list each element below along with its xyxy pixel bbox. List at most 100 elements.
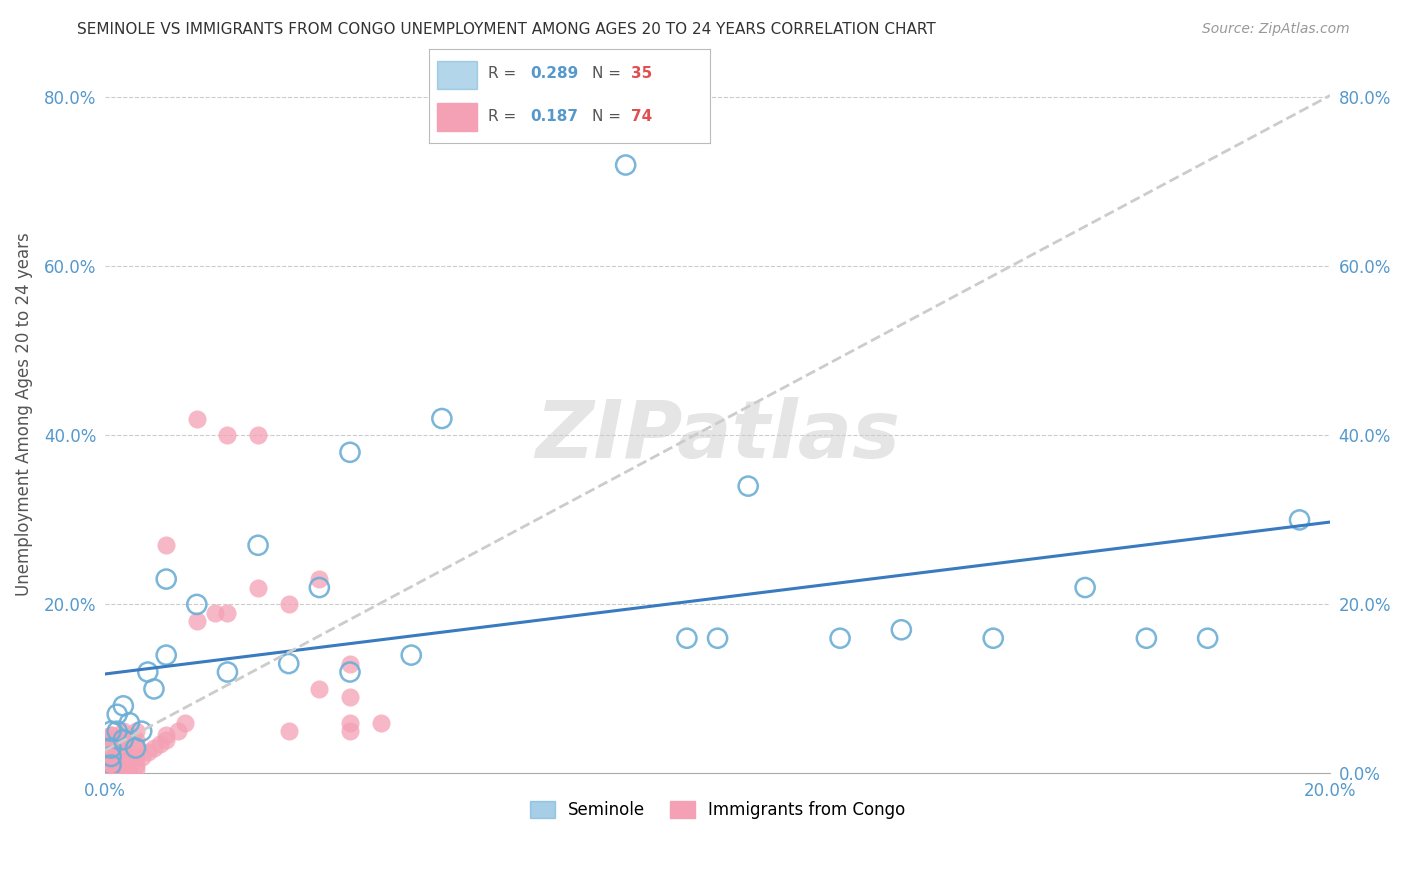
Point xyxy=(155,648,177,662)
Point xyxy=(370,715,392,730)
Point xyxy=(105,707,128,722)
Point xyxy=(339,690,361,705)
Text: 0.289: 0.289 xyxy=(530,66,578,81)
Point xyxy=(155,538,177,552)
Point xyxy=(100,758,122,772)
Point xyxy=(339,445,361,459)
Point xyxy=(142,681,165,696)
Point xyxy=(105,754,128,768)
Point xyxy=(155,732,177,747)
Point xyxy=(100,758,122,772)
Point xyxy=(124,741,146,756)
Point xyxy=(100,741,122,756)
Point xyxy=(100,728,122,742)
Point xyxy=(100,724,122,739)
Text: 74: 74 xyxy=(631,110,652,125)
Point xyxy=(124,749,146,764)
Point xyxy=(155,572,177,586)
Point xyxy=(217,606,239,620)
Point xyxy=(186,411,208,425)
Point xyxy=(124,758,146,772)
Point xyxy=(186,615,208,629)
Point xyxy=(149,737,172,751)
Point xyxy=(1288,513,1310,527)
Point xyxy=(112,758,135,772)
Point xyxy=(100,754,122,768)
Point xyxy=(100,745,122,759)
Point xyxy=(105,758,128,772)
Bar xyxy=(437,61,477,89)
Point xyxy=(118,762,141,776)
Point xyxy=(247,428,270,442)
Point xyxy=(105,732,128,747)
Point xyxy=(339,724,361,739)
Text: R =: R = xyxy=(488,110,522,125)
Point xyxy=(217,428,239,442)
Point xyxy=(890,623,912,637)
Point xyxy=(186,598,208,612)
Point xyxy=(100,728,122,742)
Point xyxy=(339,657,361,671)
Point xyxy=(118,715,141,730)
Point xyxy=(112,762,135,776)
Point xyxy=(105,741,128,756)
Point xyxy=(399,648,422,662)
Point xyxy=(167,724,190,739)
Point xyxy=(105,762,128,776)
Point xyxy=(118,749,141,764)
Point xyxy=(112,737,135,751)
Point xyxy=(100,762,122,776)
Point xyxy=(112,732,135,747)
Point xyxy=(100,762,122,776)
Point xyxy=(105,745,128,759)
Point xyxy=(105,749,128,764)
Legend: Seminole, Immigrants from Congo: Seminole, Immigrants from Congo xyxy=(523,795,912,826)
Point xyxy=(155,728,177,742)
Point xyxy=(112,724,135,739)
Point xyxy=(124,724,146,739)
Point xyxy=(100,745,122,759)
Point xyxy=(100,749,122,764)
Point xyxy=(614,158,637,172)
Point xyxy=(277,598,299,612)
Point xyxy=(217,665,239,679)
Point xyxy=(100,741,122,756)
Point xyxy=(100,754,122,768)
Point xyxy=(706,631,728,645)
Point xyxy=(105,724,128,739)
Point xyxy=(124,732,146,747)
Point xyxy=(112,745,135,759)
Point xyxy=(430,411,453,425)
Point xyxy=(100,737,122,751)
Text: SEMINOLE VS IMMIGRANTS FROM CONGO UNEMPLOYMENT AMONG AGES 20 TO 24 YEARS CORRELA: SEMINOLE VS IMMIGRANTS FROM CONGO UNEMPL… xyxy=(77,22,936,37)
Point xyxy=(1074,581,1097,595)
Point xyxy=(112,741,135,756)
Point xyxy=(100,762,122,776)
Text: R =: R = xyxy=(488,66,522,81)
Point xyxy=(173,715,195,730)
Point xyxy=(981,631,1004,645)
Point xyxy=(277,657,299,671)
Point xyxy=(247,581,270,595)
Y-axis label: Unemployment Among Ages 20 to 24 years: Unemployment Among Ages 20 to 24 years xyxy=(15,233,32,596)
Point xyxy=(308,681,330,696)
Point xyxy=(112,732,135,747)
Text: ZIPatlas: ZIPatlas xyxy=(536,397,900,475)
Point xyxy=(112,758,135,772)
Point xyxy=(112,762,135,776)
Point xyxy=(339,665,361,679)
Point xyxy=(136,665,159,679)
Point xyxy=(105,754,128,768)
Point xyxy=(124,741,146,756)
Text: N =: N = xyxy=(592,110,626,125)
Point xyxy=(112,749,135,764)
Point xyxy=(100,732,122,747)
Point xyxy=(118,758,141,772)
Point xyxy=(100,741,122,756)
Point xyxy=(105,758,128,772)
Point xyxy=(737,479,759,493)
Point xyxy=(100,737,122,751)
Point xyxy=(828,631,851,645)
Point xyxy=(339,715,361,730)
Point xyxy=(136,745,159,759)
